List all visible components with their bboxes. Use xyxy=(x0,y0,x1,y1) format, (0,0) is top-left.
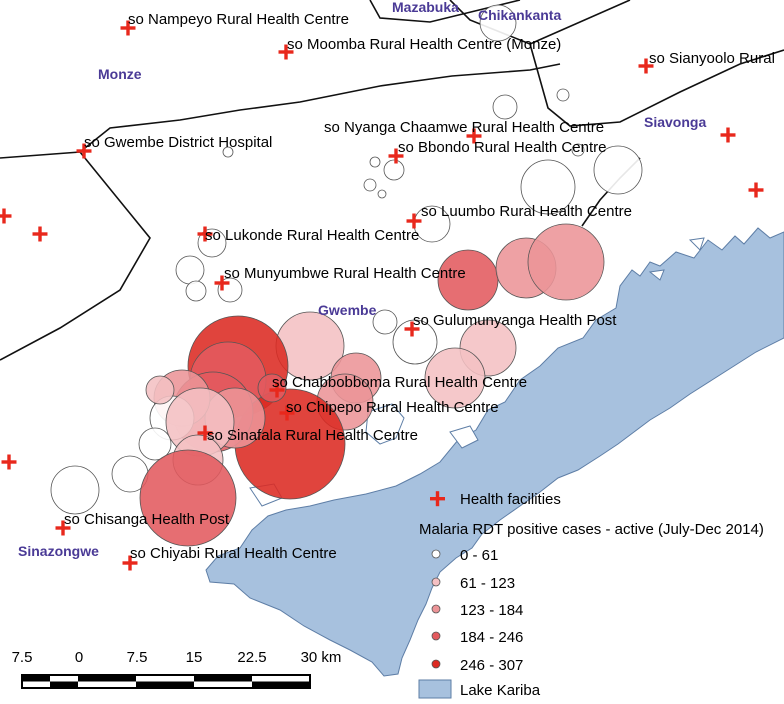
label-chisanga: so Chisanga Health Post xyxy=(64,511,230,528)
case-circle xyxy=(593,145,643,195)
legend-class-4-swatch xyxy=(431,659,441,669)
label-luumbo: so Luumbo Rural Health Centre xyxy=(421,203,632,220)
case-circle xyxy=(138,427,172,461)
legend: Health facilities Malaria RDT positive c… xyxy=(418,491,764,699)
health-facility-cross-icon xyxy=(197,425,213,441)
case-circle xyxy=(139,449,237,547)
district-mazabuka: Mazabuka xyxy=(392,0,459,15)
legend-class-1-label: 61 - 123 xyxy=(460,575,515,592)
label-chipepo: so Chipepo Rural Health Centre xyxy=(286,399,499,416)
legend-class-3-label: 184 - 246 xyxy=(460,629,523,646)
legend-class-0-swatch xyxy=(431,549,441,559)
case-circles xyxy=(50,4,643,547)
case-circle xyxy=(175,255,205,285)
health-facility-cross-icon xyxy=(638,58,654,74)
label-sinafala: so Sinafala Rural Health Centre xyxy=(207,427,418,444)
label-chiyabi: so Chiyabi Rural Health Centre xyxy=(130,545,337,562)
case-circle xyxy=(492,94,518,120)
scale-bar: 7.5 0 7.5 15 22.5 30 km xyxy=(12,649,342,689)
legend-class-2-swatch xyxy=(431,604,441,614)
label-nyanga: so Nyanga Chaamwe Rural Health Centre xyxy=(324,119,604,136)
case-circle xyxy=(222,146,234,158)
district-boundaries xyxy=(0,0,784,361)
label-chabbobboma: so Chabbobboma Rural Health Centre xyxy=(272,374,527,391)
legend-class-2-label: 123 - 184 xyxy=(460,602,523,619)
label-gwembe-district-hospital: so Gwembe District Hospital xyxy=(84,134,272,151)
health-facility-cross-icon xyxy=(278,44,294,60)
legend-class-3-swatch xyxy=(431,631,441,641)
health-facility-cross-icon xyxy=(214,275,230,291)
health-facility-cross-icon xyxy=(55,520,71,536)
health-facility-cross-icon xyxy=(269,382,285,398)
scale-tick-3: 15 xyxy=(186,649,203,666)
health-facility-cross-icon xyxy=(0,208,12,224)
case-circle xyxy=(383,159,405,181)
case-circle xyxy=(185,280,207,302)
case-circle xyxy=(377,189,387,199)
facility-labels: so Nampeyo Rural Health Centre so Moomba… xyxy=(64,11,775,562)
health-facility-cross-icon xyxy=(720,127,736,143)
health-facility-cross-icon xyxy=(404,321,420,337)
case-circle xyxy=(50,465,100,515)
label-gulumunyanga: so Gulumunyanga Health Post xyxy=(413,312,617,329)
label-sianyoolo: so Sianyoolo Rural xyxy=(649,50,775,67)
health-facility-cross-icon xyxy=(466,128,482,144)
health-facility-cross-icon xyxy=(406,213,422,229)
health-facility-cross-icon xyxy=(76,143,92,159)
district-sinazongwe: Sinazongwe xyxy=(18,543,99,559)
health-facility-cross-icon xyxy=(32,226,48,242)
health-facility-cross-icon xyxy=(122,555,138,571)
case-circle xyxy=(257,373,287,403)
health-facility-markers xyxy=(0,20,764,571)
case-circle xyxy=(556,88,570,102)
district-monze: Monze xyxy=(98,66,142,82)
health-facility-cross-icon xyxy=(388,148,404,164)
scale-tick-2: 7.5 xyxy=(127,649,148,666)
label-lukonde: so Lukonde Rural Health Centre xyxy=(205,227,419,244)
legend-lake-label: Lake Kariba xyxy=(460,682,541,699)
district-labels: Mazabuka Chikankanta Monze Siavonga Gwem… xyxy=(18,0,706,559)
district-siavonga: Siavonga xyxy=(644,114,706,130)
case-circle xyxy=(424,347,486,409)
health-facility-cross-icon xyxy=(279,405,295,421)
case-circle xyxy=(479,4,517,42)
legend-facilities-label: Health facilities xyxy=(460,491,561,508)
scale-tick-5: 30 km xyxy=(301,649,342,666)
district-chikankanta: Chikankanta xyxy=(478,7,561,23)
legend-class-0-label: 0 - 61 xyxy=(460,547,498,564)
case-circle xyxy=(369,156,381,168)
legend-class-4-label: 246 - 307 xyxy=(460,657,523,674)
case-circle xyxy=(363,178,377,192)
scale-tick-4: 22.5 xyxy=(237,649,266,666)
health-facility-cross-icon xyxy=(197,226,213,242)
lake-kariba xyxy=(205,227,784,677)
health-facility-cross-icon xyxy=(748,182,764,198)
label-bbondo: so Bbondo Rural Health Centre xyxy=(398,139,606,156)
district-gwembe: Gwembe xyxy=(318,302,377,318)
legend-cases-title: Malaria RDT positive cases - active (Jul… xyxy=(419,521,764,538)
label-moomba: so Moomba Rural Health Centre (Monze) xyxy=(287,36,561,53)
health-facility-cross-icon xyxy=(120,20,136,36)
label-nampeyo: so Nampeyo Rural Health Centre xyxy=(128,11,349,28)
case-circle xyxy=(520,159,576,215)
legend-facility-cross-icon xyxy=(430,491,445,507)
label-munyumbwe: so Munyumbwe Rural Health Centre xyxy=(224,265,466,282)
health-facility-cross-icon xyxy=(1,454,17,470)
scale-tick-0: 7.5 xyxy=(12,649,33,666)
case-circle xyxy=(437,249,499,311)
case-circle xyxy=(392,319,438,365)
scale-tick-1: 0 xyxy=(75,649,83,666)
case-circle xyxy=(372,309,398,335)
legend-class-1-swatch xyxy=(431,577,441,587)
legend-lake-swatch xyxy=(418,679,452,699)
case-circle xyxy=(527,223,605,301)
case-circle xyxy=(145,375,175,405)
case-circle xyxy=(571,143,585,157)
